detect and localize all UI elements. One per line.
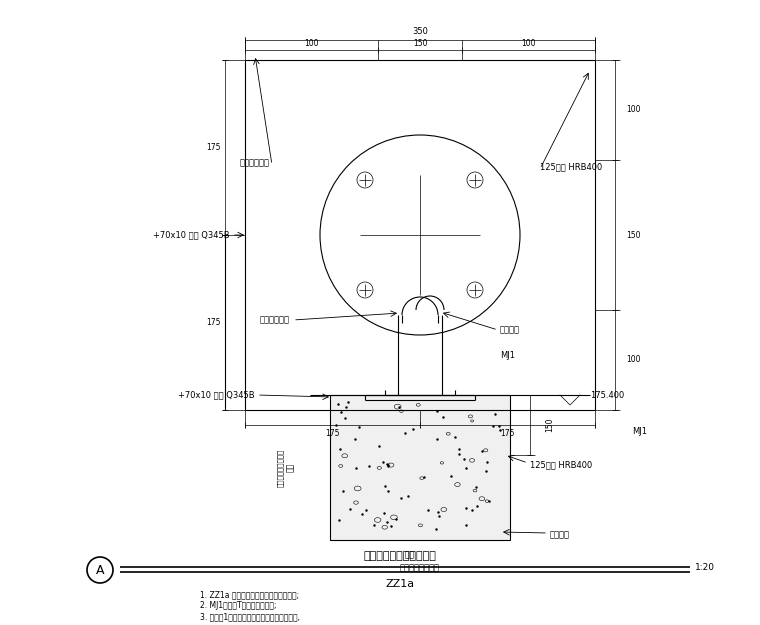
Text: 175: 175 bbox=[500, 429, 515, 438]
Text: 混凝土桩钢筋区域: 混凝土桩钢筋区域 bbox=[400, 564, 440, 572]
Text: 详图由结构相配图决: 详图由结构相配图决 bbox=[277, 448, 283, 487]
Text: 100: 100 bbox=[521, 39, 536, 48]
Text: 125钢筋 HRB400: 125钢筋 HRB400 bbox=[540, 162, 602, 171]
Text: ZZ1a: ZZ1a bbox=[385, 579, 414, 589]
Text: MJ1: MJ1 bbox=[632, 428, 648, 436]
Text: MJ1: MJ1 bbox=[500, 351, 515, 359]
Text: 150: 150 bbox=[625, 231, 640, 239]
Text: 竖向桁架竖杆: 竖向桁架竖杆 bbox=[260, 316, 290, 324]
Text: 柱基: 柱基 bbox=[286, 463, 295, 472]
Text: 2. MJ1上螺杆T级尺寸完全一致;: 2. MJ1上螺杆T级尺寸完全一致; bbox=[200, 601, 277, 611]
Text: 1:20: 1:20 bbox=[695, 562, 715, 571]
Text: 竖向桁架根部支座大样一: 竖向桁架根部支座大样一 bbox=[363, 551, 436, 561]
Text: 定锚螺件: 定锚螺件 bbox=[550, 531, 570, 539]
Text: 150: 150 bbox=[546, 418, 555, 432]
Text: 100: 100 bbox=[625, 356, 640, 364]
Text: 175: 175 bbox=[206, 143, 220, 152]
Text: 350: 350 bbox=[412, 28, 428, 36]
Text: +70x10 钢板 Q345B: +70x10 钢板 Q345B bbox=[179, 391, 255, 399]
Text: 100: 100 bbox=[625, 106, 640, 114]
Text: 175: 175 bbox=[206, 318, 220, 327]
Text: +70x10 钢板 Q345B: +70x10 钢板 Q345B bbox=[154, 231, 230, 239]
Text: 125钢筋 HRB400: 125钢筋 HRB400 bbox=[530, 461, 592, 469]
Text: 100: 100 bbox=[304, 39, 318, 48]
Text: 型钢和浆垫料: 型钢和浆垫料 bbox=[240, 159, 270, 168]
Text: 3. 抗震等1级新植筋支座布置图确定植筋支座,: 3. 抗震等1级新植筋支座布置图确定植筋支座, bbox=[200, 612, 300, 621]
Text: 管孔套管: 管孔套管 bbox=[500, 326, 520, 334]
Text: 150: 150 bbox=[413, 39, 427, 48]
Text: 175: 175 bbox=[325, 429, 340, 438]
Text: 垫层: 垫层 bbox=[405, 551, 415, 559]
Text: A: A bbox=[96, 564, 104, 576]
Bar bbox=[330, 395, 510, 540]
Text: 175.400: 175.400 bbox=[590, 391, 624, 399]
Text: 1. ZZ1a 适用于竖向桁架根部与混凝土柱;: 1. ZZ1a 适用于竖向桁架根部与混凝土柱; bbox=[200, 591, 299, 599]
